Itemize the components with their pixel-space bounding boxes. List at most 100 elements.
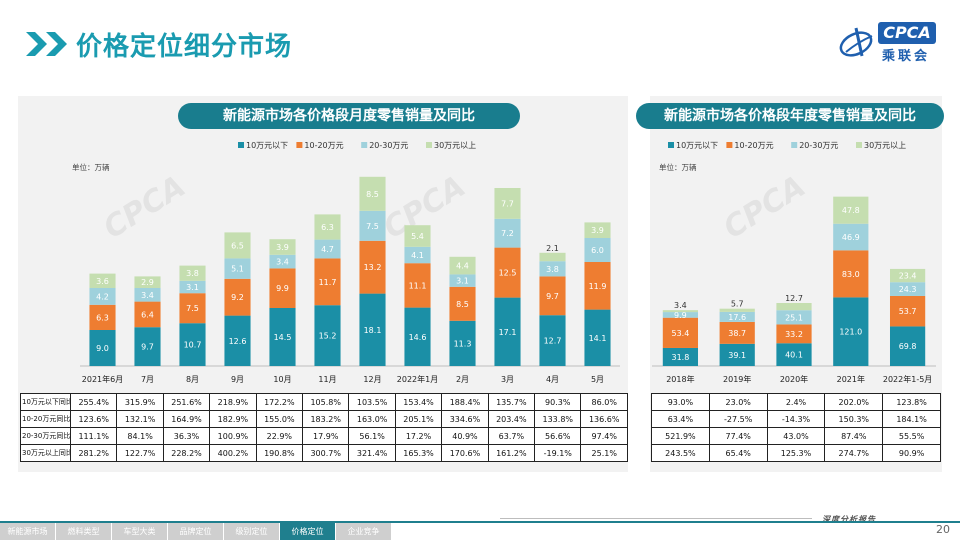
table-cell: 56.1% xyxy=(348,427,396,445)
bar-segment xyxy=(224,232,251,259)
legend-swatch xyxy=(726,142,733,148)
bar-segment xyxy=(404,263,431,308)
x-tick-label: 10月 xyxy=(273,375,291,384)
chevron-right-icon xyxy=(26,32,67,56)
table-cell: 315.9% xyxy=(116,393,164,411)
bar-segment xyxy=(449,286,476,321)
table-cell: 123.6% xyxy=(69,410,118,428)
data-label: 3.4 xyxy=(674,301,687,310)
table-cell: 184.1% xyxy=(882,410,941,428)
table-row: 243.5% 65.4% 125.3% 274.7% 90.9% xyxy=(651,444,941,462)
bar-segment xyxy=(179,323,206,366)
page-title: 价格定位细分市场 xyxy=(76,32,293,62)
table-cell: 136.6% xyxy=(580,410,628,428)
x-tick-label: 2018年 xyxy=(666,374,694,384)
bar-segment xyxy=(89,304,116,330)
nav-divider xyxy=(0,521,960,523)
data-label: 3.9 xyxy=(276,243,289,252)
data-label: 3.9 xyxy=(591,226,604,235)
bar-segment xyxy=(719,308,755,312)
data-label: 17.6 xyxy=(728,313,746,322)
table-cell: 17.2% xyxy=(394,427,443,445)
legend-label: 20-30万元 xyxy=(369,141,408,150)
table-cell: 190.8% xyxy=(255,444,304,462)
table-cell: 23.0% xyxy=(708,393,768,411)
nav-tab[interactable]: 新能源市场 xyxy=(0,523,56,540)
data-label: 11.9 xyxy=(589,282,607,291)
bar-segment xyxy=(833,250,869,298)
data-label: 9.0 xyxy=(96,344,109,353)
data-label: 14.5 xyxy=(274,333,292,342)
annual-yoy-table: 93.0% 23.0% 2.4% 202.0% 123.8% 63.4% -27.5% -14… xyxy=(651,393,941,462)
x-tick-label: 12月 xyxy=(363,375,381,384)
x-tick-label: 4月 xyxy=(546,375,559,384)
data-label: 7.7 xyxy=(501,199,514,208)
bar-segment xyxy=(359,210,386,241)
table-cell: 165.3% xyxy=(394,444,443,462)
x-tick-label: 5月 xyxy=(591,375,604,384)
nav-tab[interactable]: 燃料类型 xyxy=(56,523,112,540)
x-tick-label: 11月 xyxy=(318,375,336,384)
bar-segment xyxy=(314,305,341,366)
legend-swatch xyxy=(426,142,432,148)
bar-segment xyxy=(179,280,206,294)
table-cell: 87.4% xyxy=(824,427,884,445)
bar-segment xyxy=(449,274,476,287)
bar-segment xyxy=(584,309,611,366)
table-cell: 125.3% xyxy=(766,444,826,462)
table-cell: 400.2% xyxy=(209,444,257,462)
table-cell: -19.1% xyxy=(534,444,582,462)
bar-segment xyxy=(776,324,812,344)
logo-text-cpca: CPCA xyxy=(878,22,936,44)
data-label: 7.5 xyxy=(186,304,199,313)
bar-segment xyxy=(224,258,251,279)
table-row: 63.4% -27.5% -14.3% 150.3% 184.1% xyxy=(651,410,941,428)
bar-segment xyxy=(89,330,116,366)
table-cell: 100.9% xyxy=(209,427,257,445)
data-label: 15.2 xyxy=(319,332,337,341)
data-label: 12.6 xyxy=(229,337,247,346)
unit-label: 单位：万辆 xyxy=(72,162,110,172)
data-label: 3.8 xyxy=(546,265,559,274)
bar-segment xyxy=(833,223,869,251)
legend-swatch xyxy=(791,142,798,148)
x-tick-label: 2月 xyxy=(456,375,469,384)
bar-segment xyxy=(539,252,566,262)
bar-segment xyxy=(359,293,386,366)
page-number: 20 xyxy=(936,523,950,536)
legend-swatch xyxy=(238,142,244,148)
bar-segment xyxy=(269,254,296,269)
bar-segment xyxy=(269,268,296,308)
nav-tab[interactable]: 品牌定位 xyxy=(168,523,224,540)
data-label: 12.7 xyxy=(544,337,562,346)
nav-tab[interactable]: 价格定位 xyxy=(280,523,336,540)
table-cell: 243.5% xyxy=(651,444,710,462)
footer-note: 深度分析报告 xyxy=(822,515,876,524)
data-label: 5.4 xyxy=(411,232,424,241)
nav-tab[interactable]: 级别定位 xyxy=(224,523,280,540)
bar-segment xyxy=(889,268,926,283)
data-label: 10.7 xyxy=(184,341,202,350)
legend-swatch xyxy=(668,142,674,148)
data-label: 4.2 xyxy=(96,292,109,301)
table-cell: 163.0% xyxy=(348,410,396,428)
data-label: 6.4 xyxy=(141,310,154,319)
bar-segment xyxy=(833,297,869,366)
logo-text-cn: 乘联会 xyxy=(882,49,931,64)
nav-tab[interactable]: 企业竞争 xyxy=(336,523,392,540)
bar-segment xyxy=(494,247,521,298)
cpca-logo: CPCA 乘联会 xyxy=(838,22,938,64)
row-label: 10-20万元同比 xyxy=(20,410,71,428)
data-label: 53.7 xyxy=(899,307,917,316)
legend-label: 30万元以上 xyxy=(434,141,476,150)
bar-segment xyxy=(134,288,161,302)
table-cell: 274.7% xyxy=(824,444,884,462)
nav-tab[interactable]: 车型大类 xyxy=(112,523,168,540)
table-row: 10万元以下同比 255.4% 315.9% 251.6% 218.9% 172.2% 10… xyxy=(20,393,628,411)
table-cell: 203.4% xyxy=(487,410,536,428)
bar-segment xyxy=(449,256,476,275)
data-label: 7.2 xyxy=(501,229,514,238)
table-cell: 84.1% xyxy=(116,427,164,445)
data-label: 40.1 xyxy=(785,351,803,360)
